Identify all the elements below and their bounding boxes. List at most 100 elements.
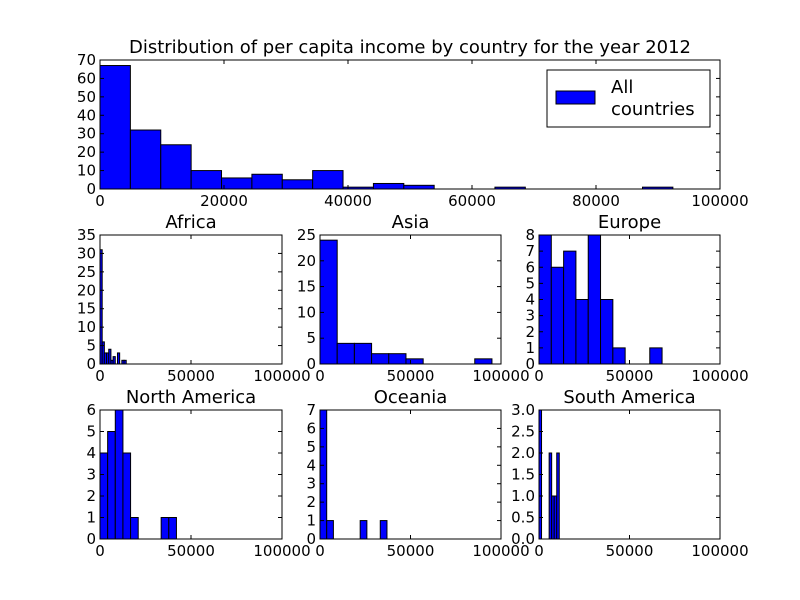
histogram-bar (130, 517, 139, 540)
x-tick-label: 100000 (472, 367, 529, 385)
histogram-bar (160, 517, 170, 540)
y-tick-label: 3.0 (511, 401, 535, 419)
histogram-bar (281, 179, 314, 190)
y-tick-label: 4 (525, 291, 535, 309)
y-tick-label: 0 (86, 355, 96, 373)
x-tick-label: 60000 (448, 192, 496, 210)
x-tick-label: 0 (534, 542, 544, 560)
panel-title: Europe (598, 212, 661, 233)
histogram-bar (359, 520, 368, 540)
y-tick-label: 0 (525, 355, 535, 373)
x-tick-label: 0 (315, 542, 325, 560)
y-tick-label: 5 (306, 329, 316, 347)
y-tick-label: 5 (525, 274, 535, 292)
y-tick-label: 2.5 (511, 423, 535, 441)
y-tick-label: 6 (86, 401, 96, 419)
y-tick-label: 10 (77, 162, 96, 180)
y-tick-label: 30 (77, 125, 96, 143)
histogram-bar (326, 520, 334, 540)
axes-background (100, 235, 282, 364)
x-tick-label: 40000 (324, 192, 372, 210)
y-tick-label: 0 (86, 180, 96, 198)
histogram-bar (107, 431, 116, 540)
y-tick-label: 1.5 (511, 466, 535, 484)
x-tick-label: 100000 (253, 542, 310, 560)
x-tick-label: 100000 (691, 367, 748, 385)
y-tick-label: 6 (525, 258, 535, 276)
chart-title: Distribution of per capita income by cou… (129, 37, 691, 58)
x-tick-label: 0 (95, 542, 105, 560)
histogram-bar (474, 358, 493, 365)
histogram-bar (99, 65, 131, 190)
y-tick-label: 2 (306, 493, 316, 511)
y-tick-label: 35 (77, 226, 96, 244)
histogram-bar (129, 129, 162, 190)
y-tick-label: 3 (306, 475, 316, 493)
y-tick-label: 10 (297, 303, 316, 321)
histogram-bar (388, 353, 407, 365)
y-tick-label: 3 (525, 307, 535, 325)
y-tick-label: 10 (77, 318, 96, 336)
y-tick-label: 15 (77, 300, 96, 318)
y-tick-label: 7 (306, 401, 316, 419)
y-tick-label: 0.5 (511, 509, 535, 527)
legend-swatch (555, 90, 596, 105)
x-tick-label: 100000 (253, 367, 310, 385)
histogram-bar (112, 356, 116, 365)
x-tick-label: 100000 (472, 542, 529, 560)
y-tick-label: 1 (306, 512, 316, 530)
x-tick-label: 50000 (387, 367, 435, 385)
y-tick-label: 4 (306, 456, 316, 474)
y-tick-label: 4 (86, 444, 96, 462)
y-tick-label: 60 (77, 69, 96, 87)
y-tick-label: 1 (86, 509, 96, 527)
histogram-bar (319, 409, 328, 540)
y-tick-label: 0 (306, 355, 316, 373)
y-tick-label: 40 (77, 106, 96, 124)
x-tick-label: 50000 (606, 542, 654, 560)
x-tick-label: 80000 (572, 192, 620, 210)
histogram-bar (336, 342, 355, 365)
histogram-bar (312, 170, 344, 190)
y-tick-label: 6 (306, 419, 316, 437)
panel-title: Africa (165, 212, 216, 233)
x-tick-label: 50000 (606, 367, 654, 385)
axes-background (320, 235, 501, 364)
histogram-bar (563, 250, 577, 365)
histogram-bar (587, 234, 602, 365)
y-tick-label: 15 (297, 278, 316, 296)
histogram-bar (221, 177, 253, 190)
histogram-bar (319, 239, 338, 365)
y-tick-label: 2 (525, 323, 535, 341)
histogram-bar (403, 184, 435, 190)
x-tick-label: 0 (534, 367, 544, 385)
x-tick-label: 0 (95, 367, 105, 385)
histogram-bar (649, 347, 663, 365)
y-tick-label: 1 (525, 339, 535, 357)
histogram-bar (556, 452, 560, 540)
histogram-bar (405, 358, 424, 365)
y-tick-label: 0 (306, 530, 316, 548)
x-tick-label: 100000 (691, 542, 748, 560)
y-tick-label: 50 (77, 88, 96, 106)
panel-all: 0 20000 40000 60000 80000 1000000102030405060… (77, 37, 749, 210)
y-tick-label: 25 (77, 263, 96, 281)
y-tick-label: 70 (77, 51, 96, 69)
axes-background (539, 410, 720, 539)
y-tick-label: 2.0 (511, 444, 535, 462)
histogram-bar (122, 452, 132, 540)
histogram-bar (353, 342, 373, 365)
axes-frame (99, 59, 721, 190)
x-tick-label: 50000 (387, 542, 435, 560)
y-tick-label: 30 (77, 244, 96, 262)
legend-label: countries (611, 99, 695, 120)
histogram-bar (550, 266, 565, 365)
histogram-bar (190, 170, 223, 190)
y-tick-label: 2 (86, 487, 96, 505)
axes-background (320, 410, 501, 539)
